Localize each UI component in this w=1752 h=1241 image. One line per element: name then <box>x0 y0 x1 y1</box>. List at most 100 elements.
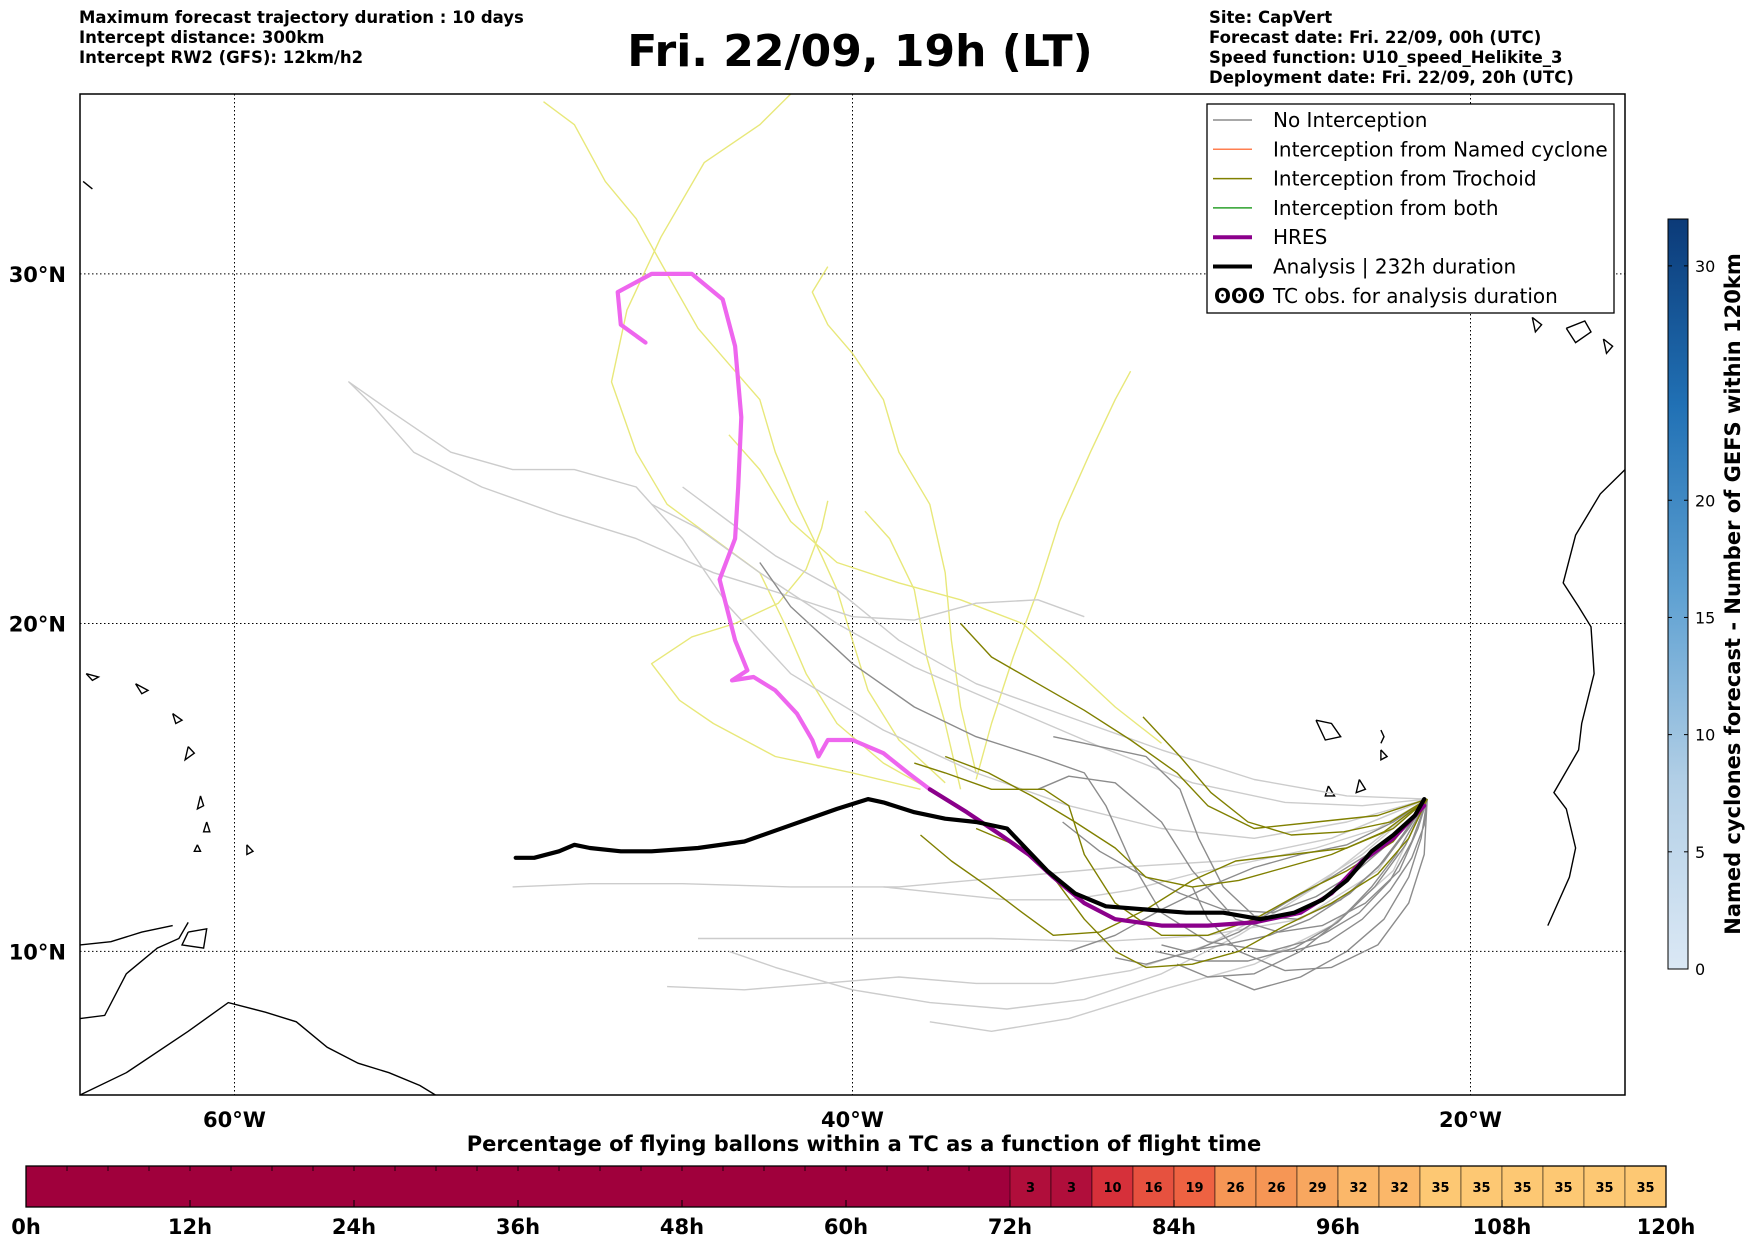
colorbar-scale <box>1667 218 1689 970</box>
page-title: Fri. 22/09, 19h (LT) <box>627 26 1093 77</box>
legend-label: HRES <box>1273 225 1327 249</box>
ensemble-track-no-interception-light <box>728 798 1428 1010</box>
ensemble-track-trochoid <box>960 623 1428 830</box>
ensemble-track-no-interception <box>1037 775 1428 933</box>
ensemble-track-no-interception <box>1176 798 1428 978</box>
flight-bar-value: 35 <box>1595 1181 1613 1196</box>
coastline <box>193 844 202 852</box>
coastline <box>202 821 211 833</box>
flight-bar-value: 32 <box>1349 1181 1367 1196</box>
y-tick-label: 10°N <box>9 940 66 964</box>
flight-bar-tick-label: 60h <box>824 1215 868 1239</box>
ensemble-track-trochoid-light <box>728 434 1162 744</box>
ensemble-track-no-interception <box>1254 799 1428 952</box>
coastline <box>80 922 189 1020</box>
legend-label: Interception from Trochoid <box>1273 167 1537 191</box>
flight-bar-value: 32 <box>1390 1181 1408 1196</box>
series-analysis <box>513 797 1427 922</box>
header-right: Site: CapVert Forecast date: Fri. 22/09,… <box>1209 8 1574 88</box>
flight-bar-value: 35 <box>1431 1181 1449 1196</box>
map-grid <box>80 94 1625 1095</box>
colorbar-tick-label: 15 <box>1695 608 1715 627</box>
ensemble-track-trochoid-light <box>811 266 977 774</box>
legend-entry: Interception from Trochoid <box>1213 167 1537 191</box>
flight-bar-tick-label: 108h <box>1473 1215 1532 1239</box>
coastline <box>85 673 101 682</box>
series-hres-light <box>615 271 932 792</box>
coastline <box>1315 719 1342 741</box>
header-left-line: Intercept RW2 (GFS): 12km/h2 <box>79 48 364 67</box>
flight-bar-value: 3 <box>1067 1181 1076 1196</box>
legend-entry: ʘʘʘ TC obs. for analysis duration <box>1214 284 1558 308</box>
coastline <box>1565 320 1592 344</box>
flight-bar-tick-label: 12h <box>168 1215 212 1239</box>
flight-bar-value: 35 <box>1513 1181 1531 1196</box>
flight-bar-tick-label: 96h <box>1316 1215 1360 1239</box>
legend-entry: Interception from both <box>1213 196 1499 220</box>
flight-bar-segment <box>1132 1165 1175 1208</box>
colorbar-tick-label: 5 <box>1695 843 1705 862</box>
legend-label: Interception from both <box>1273 196 1499 220</box>
legend-box <box>1206 103 1615 314</box>
flight-bar-segment <box>1419 1165 1462 1208</box>
flight-bar-value: 3 <box>1026 1181 1035 1196</box>
flight-bar-tick-label: 0h <box>11 1215 41 1239</box>
ensemble-track-no-interception-light <box>512 798 1428 888</box>
flight-bar-value: 35 <box>1636 1181 1654 1196</box>
land-outline <box>80 180 1625 1095</box>
flight-bar-tick-label: 72h <box>988 1215 1032 1239</box>
flight-bar-tick-label: 48h <box>660 1215 704 1239</box>
colorbar-tick-label: 0 <box>1695 960 1705 979</box>
ensemble-track-trochoid-light <box>610 94 931 790</box>
coastline <box>82 180 93 190</box>
flight-bar-value: 29 <box>1308 1181 1326 1196</box>
flight-bar-value: 26 <box>1226 1181 1244 1196</box>
flight-bar-segment <box>1296 1165 1339 1208</box>
ensemble-track-no-interception <box>1155 798 1428 962</box>
flight-bar-tick-label: 120h <box>1637 1215 1696 1239</box>
flight-bar-segment <box>1583 1165 1626 1208</box>
ensemble-track-trochoid-light <box>975 370 1132 780</box>
ensemble-track-no-interception <box>759 562 1428 952</box>
coastline <box>135 683 150 695</box>
ensemble-track-no-interception-light <box>929 798 1428 1032</box>
flight-bar-value: 35 <box>1472 1181 1490 1196</box>
flight-bar-title: Percentage of flying ballons within a TC… <box>467 1132 1262 1156</box>
legend-entry: Interception from Named cyclone <box>1213 137 1608 161</box>
ensemble-track-trochoid-light <box>543 101 946 784</box>
ensemble-track-no-interception <box>1068 798 1428 952</box>
coastline <box>1380 749 1389 761</box>
legend-label: Interception from Named cyclone <box>1273 137 1608 161</box>
legend-label: Analysis | 232h duration <box>1273 255 1516 279</box>
ensemble-track-trochoid <box>1142 716 1428 836</box>
colorbar: 0 5 10 15 20 30 Named cyclones forecast - Num… <box>1667 218 1745 979</box>
header-right-line: Forecast date: Fri. 22/09, 00h (UTC) <box>1209 28 1542 47</box>
colorbar-label: Named cyclones forecast - Number of GEFS… <box>1721 253 1745 934</box>
coastline <box>1324 785 1336 797</box>
ensemble-track-no-interception-light <box>682 486 1428 800</box>
flight-bar-tick-label: 24h <box>332 1215 376 1239</box>
header-right-line: Deployment date: Fri. 22/09, 20h (UTC) <box>1209 68 1574 87</box>
flight-bar-value: 35 <box>1554 1181 1572 1196</box>
flight-bar-tick-label: 36h <box>496 1215 540 1239</box>
colorbar-tick-label: 30 <box>1695 257 1715 276</box>
series-hres <box>927 787 1427 928</box>
ensemble-track-no-interception <box>1161 798 1428 952</box>
colorbar-tick-label: 10 <box>1695 726 1715 745</box>
ensemble-track-no-interception-light <box>698 798 1428 943</box>
flight-bar-segment <box>1501 1165 1544 1208</box>
coastline <box>1602 338 1614 355</box>
ensemble-track-trochoid-light <box>864 510 962 790</box>
coastline <box>1531 316 1543 334</box>
flight-bar-tick-label: 84h <box>1152 1215 1196 1239</box>
flight-bar-segment <box>1460 1165 1503 1208</box>
coastline <box>1547 469 1625 926</box>
header-left: Maximum forecast trajectory duration : 1… <box>79 8 524 68</box>
y-tick-label: 30°N <box>9 263 66 287</box>
flight-bar-value: 19 <box>1185 1181 1203 1196</box>
coastline <box>80 1001 436 1095</box>
tc-symbol-icon: ʘʘʘ <box>1214 284 1265 308</box>
ensemble-track-no-interception <box>1053 736 1428 920</box>
ensemble-track-no-interception-light <box>348 381 1428 839</box>
ensemble-track-trochoid <box>914 762 1428 936</box>
